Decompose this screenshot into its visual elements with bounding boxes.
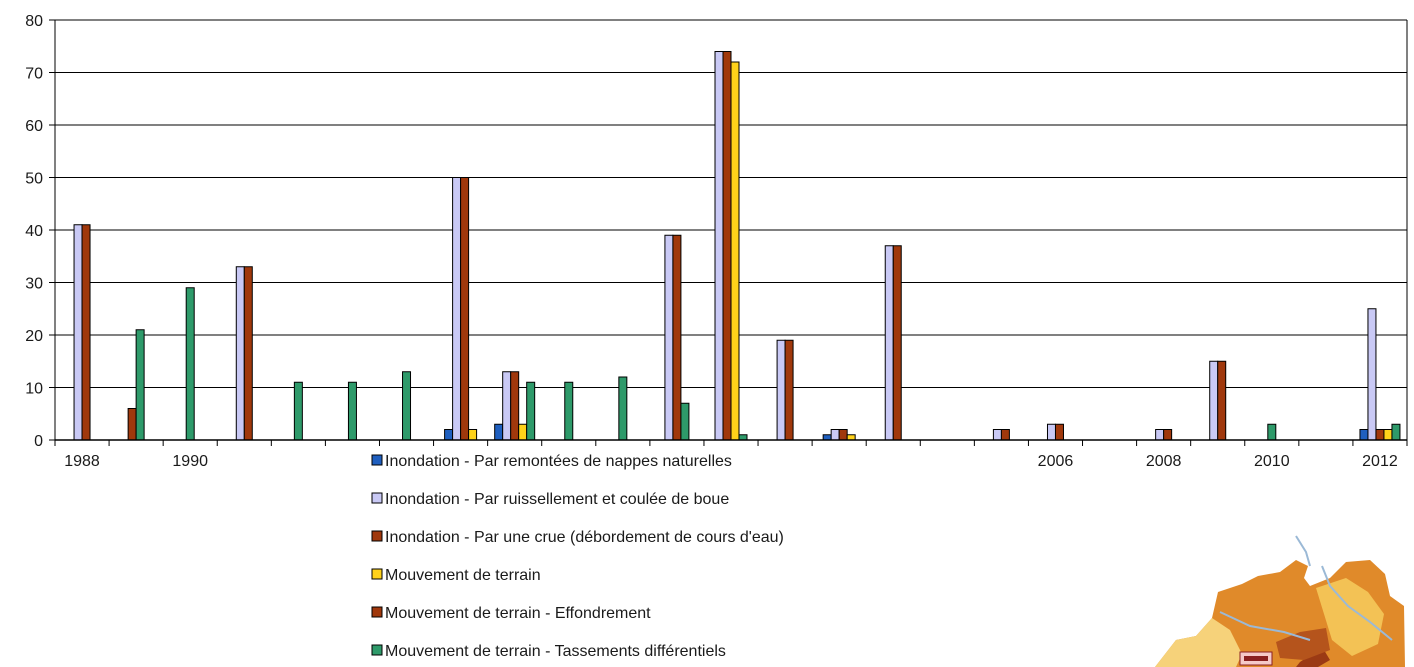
bar <box>664 234 674 441</box>
x-tick-label: 1990 <box>172 453 208 470</box>
bar <box>892 245 902 441</box>
bar <box>714 51 724 441</box>
legend-item: Mouvement de terrain - Tassements différ… <box>371 643 726 660</box>
legend-item: Inondation - Par remontées de nappes nat… <box>371 453 732 470</box>
bar <box>738 434 748 441</box>
x-tick-label: 2010 <box>1254 453 1290 470</box>
axes <box>54 20 1408 446</box>
bar <box>1267 423 1277 441</box>
bar <box>730 61 740 441</box>
bar <box>884 245 894 441</box>
legend-label: Mouvement de terrain - Tassements différ… <box>385 643 726 660</box>
legend-swatch <box>371 492 383 504</box>
x-tick-label: 2012 <box>1362 453 1398 470</box>
bar <box>402 371 412 441</box>
bar <box>1383 429 1393 441</box>
legend-item: Inondation - Par une crue (débordement d… <box>371 529 784 546</box>
bar <box>1054 423 1064 441</box>
bar <box>235 266 245 441</box>
bar <box>1163 429 1173 441</box>
legend-swatch <box>371 644 383 656</box>
legend-item: Mouvement de terrain <box>371 567 541 584</box>
bar <box>518 423 528 441</box>
bar <box>1209 360 1219 441</box>
y-tick-label: 20 <box>25 328 43 345</box>
bar <box>494 423 504 441</box>
bar <box>1367 308 1377 441</box>
y-tick-label: 40 <box>25 223 43 240</box>
bar <box>992 429 1002 441</box>
bar <box>1359 429 1369 441</box>
bar <box>81 224 91 441</box>
bar <box>73 224 83 441</box>
bar <box>1046 423 1056 441</box>
bar <box>347 381 357 441</box>
bar <box>838 429 848 441</box>
y-tick-labels: 0 10 20 30 40 50 60 70 80 <box>25 13 43 450</box>
bar <box>1155 429 1165 441</box>
y-tick-label: 0 <box>34 433 43 450</box>
bars <box>73 51 1401 441</box>
legend: Inondation - Par remontées de nappes nat… <box>371 453 784 660</box>
bar <box>293 381 303 441</box>
bar <box>460 177 470 441</box>
legend-swatch <box>371 568 383 580</box>
legend-label: Mouvement de terrain <box>385 567 541 584</box>
bar <box>784 339 794 441</box>
bar <box>672 234 682 441</box>
x-tick-label: 2006 <box>1038 453 1074 470</box>
bar <box>722 51 732 441</box>
legend-swatch <box>371 530 383 542</box>
legend-label: Inondation - Par ruissellement et coulée… <box>385 491 729 508</box>
x-tick-labels: 1988 1990 2006 2008 2010 2012 <box>64 453 1398 470</box>
y-tick-label: 70 <box>25 66 43 83</box>
bar <box>185 287 195 441</box>
y-tick-label: 60 <box>25 118 43 135</box>
bar <box>243 266 253 441</box>
bar <box>135 329 145 441</box>
y-tick-label: 10 <box>25 381 43 398</box>
bar <box>822 434 832 441</box>
bar <box>510 371 520 441</box>
bar <box>1391 423 1401 441</box>
map-thumbnail <box>1155 535 1405 667</box>
bar <box>1217 360 1227 441</box>
x-tick-label: 1988 <box>64 453 100 470</box>
legend-swatch <box>371 454 383 466</box>
bar <box>564 381 574 441</box>
map-label <box>1244 656 1268 661</box>
bar <box>452 177 462 441</box>
bar <box>830 429 840 441</box>
bar <box>468 429 478 441</box>
legend-swatch <box>371 606 383 618</box>
bar <box>680 402 690 441</box>
y-tick-label: 80 <box>25 13 43 30</box>
bar <box>502 371 512 441</box>
bar <box>1000 429 1010 441</box>
bar <box>846 434 856 441</box>
y-tick-label: 30 <box>25 276 43 293</box>
legend-label: Inondation - Par remontées de nappes nat… <box>385 453 732 470</box>
bar <box>618 376 628 441</box>
legend-label: Mouvement de terrain - Effondrement <box>385 605 651 622</box>
bar <box>1375 429 1385 441</box>
x-tick-label: 2008 <box>1146 453 1182 470</box>
bar <box>127 408 137 441</box>
legend-label: Inondation - Par une crue (débordement d… <box>385 529 784 546</box>
legend-item: Inondation - Par ruissellement et coulée… <box>371 491 729 508</box>
legend-item: Mouvement de terrain - Effondrement <box>371 605 651 622</box>
bar <box>444 429 454 441</box>
bar <box>776 339 786 441</box>
bar <box>526 381 536 441</box>
y-tick-label: 50 <box>25 171 43 188</box>
